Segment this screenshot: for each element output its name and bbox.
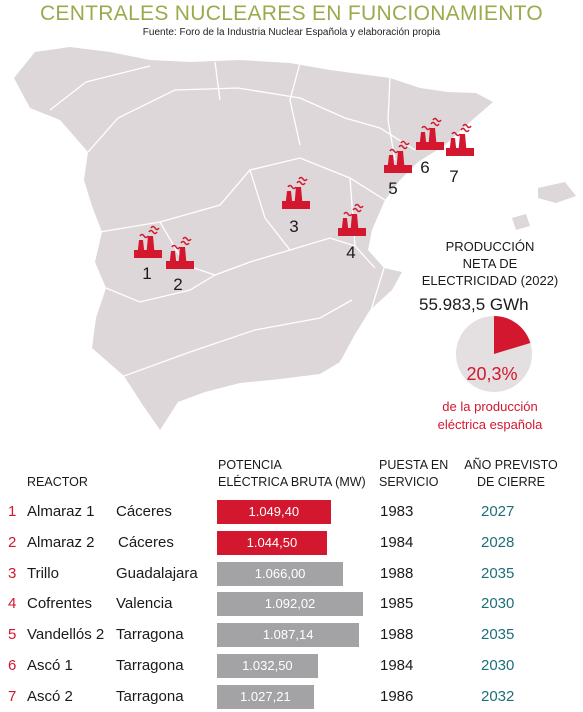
header-start: PUESTA EN SERVICIO [379,458,449,489]
chart-title: CENTRALES NUCLEARES EN FUNCIONAMIENTO [39,2,544,25]
spain-map: 1 2 3 4 5 6 7 [14,47,576,430]
power-value: 1.032,50 [242,658,293,673]
power-bar: 1.092,02 [217,592,363,617]
start-year: 1988 [380,564,414,582]
marker-label: 2 [173,275,182,294]
reactor-name: Vandellós 2 [27,626,105,644]
table-row: 3 Trillo Guadalajara 1.066,00 1988 2035 [0,559,583,589]
close-year: 2028 [481,533,515,551]
region-borders [49,61,416,377]
header-power: POTENCIA ELÉCTRICA BRUTA (MW) [218,458,366,489]
power-bar: 1.032,50 [217,654,318,678]
spain-outline [14,47,493,430]
power-bar: 1.049,40 [217,500,331,524]
province-name: Tarragona [116,687,184,705]
row-number: 4 [8,595,17,613]
production-value: 55.983,5 GWh [419,295,529,314]
nuclear-plant-icon [416,117,444,150]
table-row: 1 Almaraz 1 Cáceres 1.049,40 1983 2027 [0,497,583,527]
province-name: Cáceres [116,503,172,520]
table-row: 6 Ascó 1 Tarragona 1.032,50 1984 2030 [0,651,583,681]
close-year: 2032 [481,687,515,705]
marker-label: 5 [388,179,397,198]
close-year: 2035 [481,564,515,582]
start-year: 1984 [380,533,414,551]
nuclear-plant-icon [384,140,412,173]
marker-layer: 1 2 3 4 5 6 7 [134,117,474,294]
nuclear-plant-icon [282,176,310,209]
reactor-name: Ascó 1 [27,657,73,674]
row-number: 1 [8,503,17,520]
marker-label: 7 [449,167,458,186]
marker-label: 6 [420,158,429,177]
start-year: 1986 [380,687,414,705]
table-row: 7 Ascó 2 Tarragona 1.027,21 1986 2032 [0,682,583,712]
pie-slice-share [494,316,531,354]
row-number: 2 [8,533,17,551]
balearic-islands [512,182,576,230]
nuclear-plant-icon [166,236,194,269]
power-bar: 1.027,21 [217,684,314,709]
marker-label: 4 [346,243,355,262]
table-row: 2 Almaraz 2 Cáceres 1.044,50 1984 2028 [0,528,583,558]
table-row: 4 Cofrentes Valencia 1.092,02 1985 2030 [0,589,583,619]
close-year: 2027 [481,503,515,520]
close-year: 2035 [481,626,515,644]
nuclear-plant-icon [446,123,474,156]
power-value: 1.027,21 [240,688,291,704]
row-number: 3 [8,564,17,582]
province-name: Guadalajara [116,564,198,582]
row-number: 5 [8,626,17,644]
reactor-name: Cofrentes [27,595,93,613]
power-value: 1.066,00 [254,565,306,581]
reactor-name: Almaraz 2 [27,533,95,551]
power-bar: 1.044,50 [217,530,327,555]
marker-label: 3 [289,217,298,236]
power-bar: 1.087,14 [217,623,360,648]
reactor-name: Almaraz 1 [27,503,95,520]
nuclear-plant-icon [134,225,162,258]
header-close: AÑO PREVISTO DE CIERRE [464,458,558,489]
power-value: 1.087,14 [262,627,314,643]
production-share: 20,3% [466,364,518,384]
start-year: 1984 [380,657,414,674]
close-year: 2030 [481,595,515,613]
reactor-name: Trillo [27,564,59,582]
row-number: 6 [8,657,17,674]
power-value: 1.092,02 [264,596,316,612]
province-name: Tarragona [116,657,184,674]
production-pie [456,316,532,392]
power-value: 1.049,40 [248,504,300,519]
start-year: 1985 [380,595,414,613]
start-year: 1983 [380,503,414,520]
province-name: Tarragona [116,626,184,644]
production-label: PRODUCCIÓN NETA DE ELECTRICIDAD (2022) [421,239,559,288]
reactor-name: Ascó 2 [27,687,73,705]
nuclear-plant-icon [338,203,366,236]
close-year: 2030 [481,657,515,674]
header-reactor: REACTOR [27,475,88,489]
start-year: 1988 [380,626,414,644]
province-name: Cáceres [118,533,174,551]
row-number: 7 [8,687,17,705]
power-value: 1.044,50 [246,534,298,550]
province-name: Valencia [116,595,173,613]
power-bar: 1.066,00 [217,561,344,586]
production-share-desc: de la producción eléctrica española [437,399,543,432]
source-note: Fuente: Foro de la Industria Nuclear Esp… [142,27,441,38]
table-row: 5 Vandellós 2 Tarragona 1.087,14 1988 2035 [0,620,583,650]
marker-label: 1 [142,264,151,283]
